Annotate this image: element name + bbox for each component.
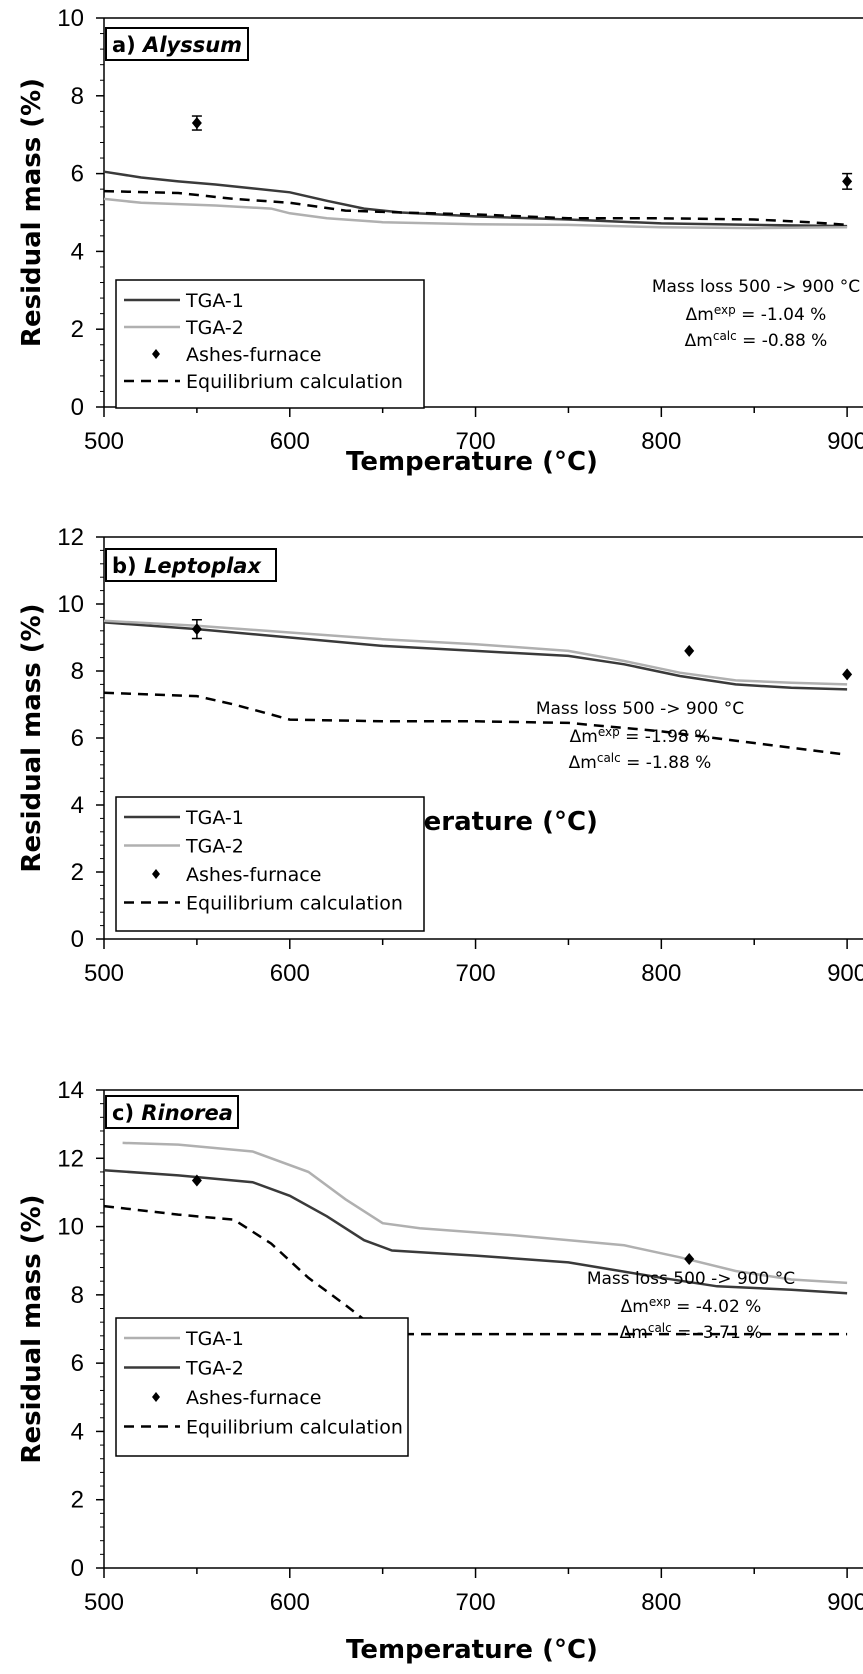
y-axis-title: Residual mass (%): [17, 78, 47, 347]
x-tick-label: 700: [456, 1589, 496, 1616]
legend-marker-ashes: [152, 349, 160, 359]
series-line-tga-1: [103, 170, 848, 228]
y-tick-label: 10: [57, 591, 84, 618]
x-tick-label: 600: [270, 960, 310, 987]
y-tick-label: 12: [57, 524, 84, 551]
legend-marker-ashes: [152, 869, 160, 879]
chart-panel-1: 0 2 4 6 8 10 500 600 700 800 900 Residual mass (%) T…: [17, 5, 863, 477]
y-axis-title: Residual mass (%): [17, 603, 47, 872]
legend-label: TGA-2: [185, 836, 244, 858]
legend-box: [115, 796, 425, 932]
x-tick-label: 600: [270, 428, 310, 455]
legend-label: Ashes-furnace: [186, 864, 321, 886]
y-tick-label: 0: [71, 1555, 84, 1582]
legend-label: Equilibrium calculation: [186, 1417, 403, 1439]
y-tick-label: 0: [71, 394, 84, 421]
series-line-equilibrium-calculation: [103, 1204, 848, 1336]
legend-label: TGA-2: [185, 317, 244, 339]
y-tick-label: 10: [57, 5, 84, 32]
chart-panel-3: 0 2 4 6 8 10 12 14 500 600 700 800 900 Residual mass …: [17, 1077, 863, 1665]
series-line-tga-2: [103, 1168, 848, 1295]
legend-marker-ashes: [152, 1392, 160, 1402]
panel-label: c) Rinorea: [112, 1101, 233, 1125]
x-tick-label: 900: [827, 428, 863, 455]
annotation-exp: Δmexp = -1.04 %: [686, 303, 827, 325]
series-line-equilibrium-calculation: [103, 691, 848, 757]
y-tick-label: 10: [57, 1214, 84, 1241]
x-tick-label: 500: [84, 1589, 124, 1616]
annotation-mass-loss: Mass loss 500 -> 900 °C: [652, 277, 860, 297]
legend-label: Ashes-furnace: [186, 1387, 321, 1409]
x-tick-label: 500: [84, 428, 124, 455]
ashes-furnace-marker: [684, 1253, 695, 1266]
ashes-furnace-marker: [842, 175, 853, 188]
x-tick-label: 600: [270, 1589, 310, 1616]
series-line-tga-1: [103, 621, 848, 691]
ashes-furnace-marker: [191, 623, 202, 636]
x-tick-label: 700: [456, 428, 496, 455]
y-tick-label: 14: [57, 1077, 84, 1104]
ashes-furnace-marker: [191, 117, 202, 130]
chart-panel-2: 0 2 4 6 8 10 12 500 600 700 800 900 Residual mass (%…: [17, 524, 863, 987]
legend-label: TGA-2: [185, 1358, 244, 1380]
y-tick-label: 8: [71, 658, 84, 685]
y-tick-label: 6: [71, 161, 84, 188]
panel-label: a) Alyssum: [112, 33, 242, 57]
x-axis-title: Temperature (°C): [346, 447, 598, 477]
legend-label: Equilibrium calculation: [186, 893, 403, 915]
y-tick-label: 6: [71, 725, 84, 752]
legend-box: [115, 279, 425, 409]
ashes-furnace-marker: [684, 644, 695, 657]
panel-label-box: [105, 27, 249, 61]
y-axis-title: Residual mass (%): [17, 1194, 47, 1463]
y-tick-label: 4: [71, 792, 84, 819]
ashes-furnace-marker: [842, 668, 853, 681]
legend-label: Ashes-furnace: [186, 344, 321, 366]
ashes-furnace-marker: [191, 1174, 202, 1187]
series-line-tga-2: [103, 619, 848, 686]
annotation-exp: Δmexp = -4.02 %: [621, 1295, 762, 1317]
x-tick-label: 700: [456, 960, 496, 987]
x-tick-label: 800: [641, 1589, 681, 1616]
series-line-equilibrium-calculation: [103, 189, 848, 227]
annotation-mass-loss: Mass loss 500 -> 900 °C: [536, 699, 744, 719]
legend-label: TGA-1: [185, 1328, 244, 1350]
legend-label: Equilibrium calculation: [186, 371, 403, 393]
legend-label: TGA-1: [185, 290, 244, 312]
y-tick-label: 6: [71, 1350, 84, 1377]
x-tick-label: 900: [827, 960, 863, 987]
y-tick-label: 2: [71, 316, 84, 343]
annotation-calc: Δmcalc = -0.88 %: [685, 329, 828, 351]
y-tick-label: 4: [71, 238, 84, 265]
x-tick-label: 500: [84, 960, 124, 987]
y-tick-label: 8: [71, 1282, 84, 1309]
legend-label: TGA-1: [185, 807, 244, 829]
y-tick-label: 4: [71, 1418, 84, 1445]
y-tick-label: 12: [57, 1145, 84, 1172]
y-tick-label: 2: [71, 1487, 84, 1514]
annotation-mass-loss: Mass loss 500 -> 900 °C: [587, 1269, 795, 1289]
x-tick-label: 900: [827, 1589, 863, 1616]
x-axis-title: Temperature (°C): [346, 1635, 598, 1665]
panel-label-box: [105, 1095, 239, 1129]
y-tick-label: 8: [71, 83, 84, 110]
y-tick-label: 2: [71, 859, 84, 886]
annotation-calc: Δmcalc = -1.88 %: [569, 751, 712, 773]
x-tick-label: 800: [641, 960, 681, 987]
panel-label-box: [105, 548, 277, 582]
series-line-tga-1: [122, 1141, 848, 1285]
series-line-tga-2: [103, 197, 848, 230]
y-tick-label: 0: [71, 926, 84, 953]
legend-box: [115, 1317, 409, 1457]
annotation-exp: Δmexp = -1.98 %: [570, 725, 711, 747]
x-tick-label: 800: [641, 428, 681, 455]
panel-label: b) Leptoplax: [112, 554, 262, 578]
annotation-calc: Δmcalc = -3.71 %: [620, 1321, 763, 1343]
